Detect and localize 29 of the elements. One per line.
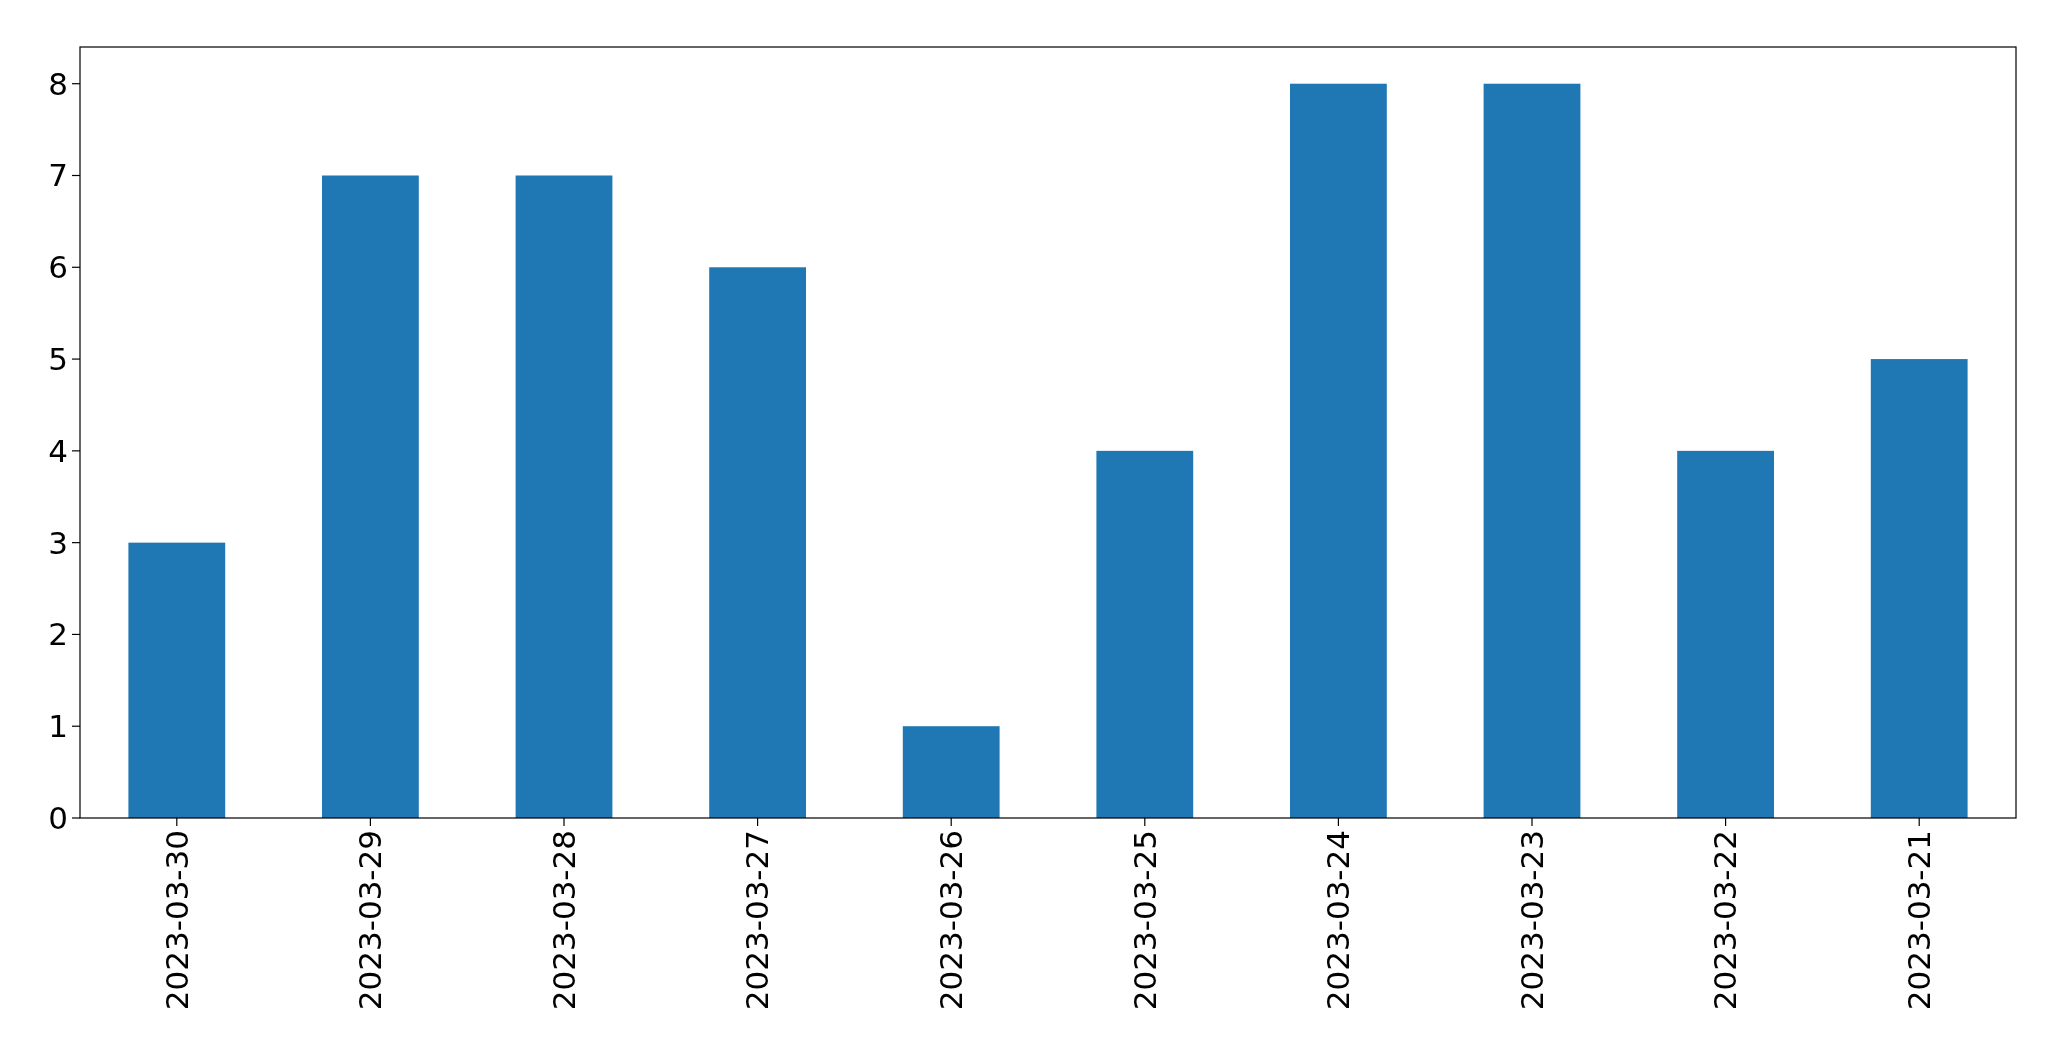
y-tick-label: 5 (48, 340, 68, 377)
x-tick-label: 2023-03-28 (545, 830, 582, 1011)
bar (515, 175, 613, 818)
x-tick-label: 2023-03-23 (1513, 830, 1550, 1011)
bar (128, 542, 226, 818)
x-tick-label: 2023-03-29 (352, 830, 389, 1011)
bar (1096, 450, 1194, 818)
bar (902, 726, 1000, 818)
y-tick-label: 7 (48, 157, 68, 194)
bar (709, 267, 806, 818)
y-tick-label: 6 (48, 249, 68, 286)
y-tick-label: 3 (48, 524, 68, 561)
x-tick-label: 2023-03-22 (1707, 830, 1744, 1011)
x-tick-label: 2023-03-25 (1126, 830, 1163, 1011)
y-tick-label: 2 (48, 616, 68, 653)
bar (1290, 83, 1387, 818)
x-tick-label: 2023-03-26 (933, 830, 970, 1011)
x-tick-label: 2023-03-24 (1320, 830, 1357, 1011)
y-tick-label: 4 (48, 432, 68, 469)
bar (1870, 359, 1968, 818)
bar (322, 175, 419, 818)
y-tick-label: 1 (48, 708, 68, 745)
y-tick-label: 8 (48, 65, 68, 102)
bar (1483, 83, 1581, 818)
bar (1677, 450, 1774, 818)
x-tick-label: 2023-03-27 (739, 830, 776, 1011)
y-tick-label: 0 (48, 799, 68, 836)
x-tick-label: 2023-03-30 (158, 830, 195, 1011)
x-tick-label: 2023-03-21 (1901, 830, 1938, 1011)
